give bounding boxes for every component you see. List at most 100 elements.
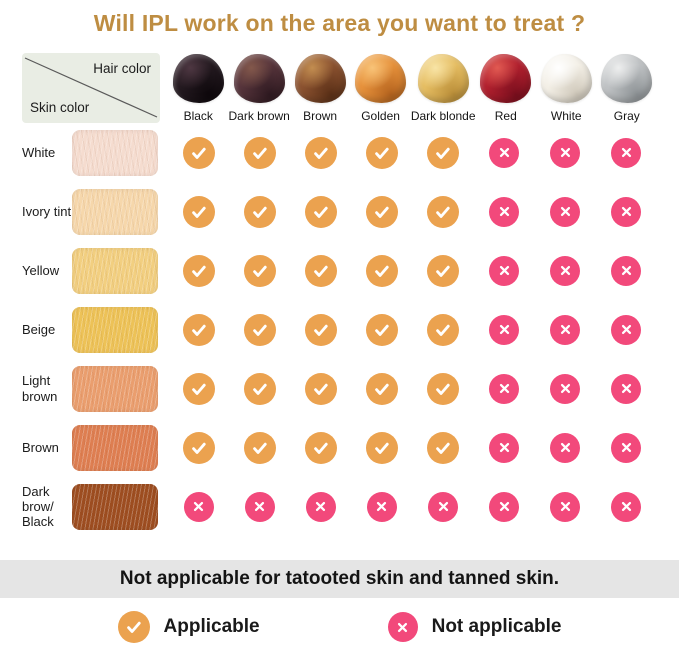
matrix-cell <box>596 491 657 522</box>
note-bar: Not applicable for tatooted skin and tan… <box>0 560 679 598</box>
matrix-cell <box>535 491 596 522</box>
check-icon <box>304 313 337 346</box>
cross-icon <box>550 314 581 345</box>
matrix-cell <box>290 372 351 405</box>
cross-icon <box>366 491 397 522</box>
diagonal-divider <box>24 57 158 118</box>
check-icon <box>365 431 398 464</box>
hair-column-brown: Brown <box>290 51 350 123</box>
matrix-cell <box>474 196 535 227</box>
cross-icon <box>489 196 520 227</box>
check-icon <box>427 313 460 346</box>
cross-icon <box>428 491 459 522</box>
hair-swatch-icon <box>355 54 407 103</box>
page-title: Will IPL work on the area you want to tr… <box>93 10 586 36</box>
matrix-header-row: Hair color Skin color Black Dark brown Bro… <box>22 51 657 123</box>
matrix-cell <box>596 137 657 168</box>
cross-icon <box>611 373 642 404</box>
matrix-cell <box>229 195 290 228</box>
cross-icon <box>611 491 642 522</box>
hair-swatch-icon <box>601 54 653 103</box>
check-icon <box>243 195 276 228</box>
matrix-cell <box>535 137 596 168</box>
matrix-cell <box>168 431 229 464</box>
cross-icon <box>244 491 275 522</box>
check-icon <box>427 195 460 228</box>
cross-icon <box>305 491 336 522</box>
legend-applicable-label: Applicable <box>163 616 260 637</box>
matrix-cell <box>474 432 535 463</box>
matrix-cell <box>474 314 535 345</box>
matrix-cell <box>413 313 474 346</box>
hair-swatch-icon <box>480 54 532 103</box>
cross-icon <box>611 314 642 345</box>
matrix-cell <box>229 136 290 169</box>
matrix-cell <box>168 491 229 522</box>
skin-color-axis-label: Skin color <box>30 100 90 115</box>
matrix-rows: White Ivory tint Yellow Beige Light brown Bro… <box>22 123 657 536</box>
matrix-corner-cell: Hair color Skin color <box>22 53 160 123</box>
matrix-cell <box>596 432 657 463</box>
matrix-cell <box>168 136 229 169</box>
hair-column-white: White <box>536 51 596 123</box>
check-icon <box>243 136 276 169</box>
matrix-cell <box>290 254 351 287</box>
cross-icon <box>550 255 581 286</box>
legend-not-applicable: Not applicable <box>387 612 561 642</box>
cross-icon <box>550 373 581 404</box>
check-icon <box>182 254 215 287</box>
matrix-cell <box>168 372 229 405</box>
cross-icon <box>387 612 418 642</box>
hair-column-gray: Gray <box>597 51 658 123</box>
hair-swatch-icon <box>233 54 285 103</box>
check-icon <box>182 372 215 405</box>
hair-column-dark-brown: Dark brown <box>228 51 290 123</box>
matrix-cell <box>413 372 474 405</box>
check-icon <box>243 254 276 287</box>
check-icon <box>182 431 215 464</box>
note-text: Not applicable for tatooted skin and tan… <box>119 568 560 589</box>
matrix-cell <box>413 431 474 464</box>
matrix-cell <box>351 195 412 228</box>
hair-swatch-icon <box>172 54 224 103</box>
skin-swatch <box>72 424 158 471</box>
cross-icon <box>489 314 520 345</box>
cross-icon <box>489 491 520 522</box>
matrix-cell <box>229 372 290 405</box>
matrix-cell <box>290 136 351 169</box>
matrix-cell <box>596 373 657 404</box>
cross-icon <box>611 137 642 168</box>
hair-swatch-icon <box>540 54 592 103</box>
skin-color-label: White <box>22 144 56 160</box>
skin-color-label: Brown <box>22 439 59 455</box>
cross-icon <box>550 196 581 227</box>
cross-icon <box>183 491 214 522</box>
check-icon <box>365 254 398 287</box>
matrix-row-white: White <box>22 123 657 182</box>
check-icon <box>304 136 337 169</box>
check-icon <box>117 611 150 643</box>
matrix-cell <box>290 491 351 522</box>
matrix-row-brown: Brown <box>22 418 657 477</box>
compatibility-matrix: Hair color Skin color Black Dark brown Bro… <box>0 51 679 536</box>
matrix-cell <box>229 254 290 287</box>
check-icon <box>427 372 460 405</box>
check-icon <box>427 431 460 464</box>
matrix-cell <box>351 313 412 346</box>
check-icon <box>182 313 215 346</box>
legend-applicable: Applicable <box>117 611 260 643</box>
hair-color-label: Black <box>183 109 213 123</box>
check-icon <box>427 136 460 169</box>
cross-icon <box>489 432 520 463</box>
check-icon <box>304 254 337 287</box>
matrix-cell <box>474 137 535 168</box>
skin-color-label: Ivory tint <box>22 203 72 219</box>
check-icon <box>304 431 337 464</box>
skin-swatch <box>72 129 158 176</box>
matrix-row-beige: Beige <box>22 300 657 359</box>
matrix-cell <box>535 196 596 227</box>
hair-color-label: Gray <box>613 109 640 123</box>
skin-color-label: Dark brow/ Black <box>22 483 54 530</box>
matrix-row-light-brown: Light brown <box>22 359 657 418</box>
